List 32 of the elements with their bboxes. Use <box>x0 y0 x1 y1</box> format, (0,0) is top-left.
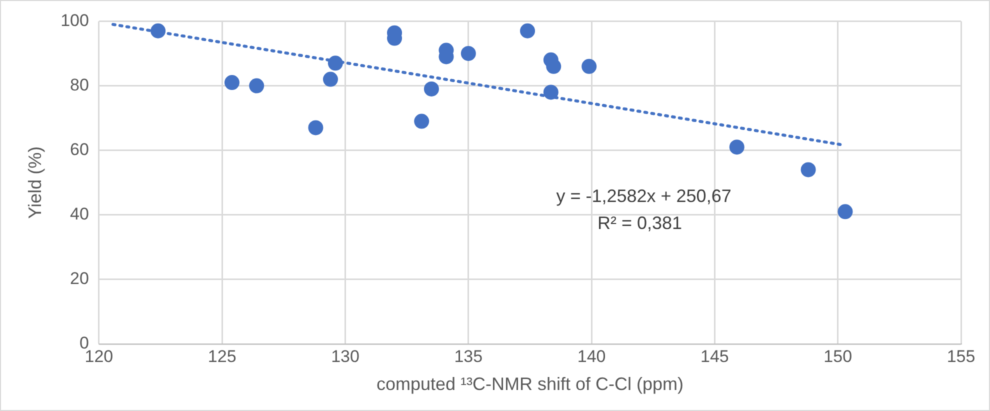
x-tick-label: 125 <box>208 346 236 366</box>
x-tick-label: 130 <box>331 346 360 366</box>
x-tick-label: 145 <box>700 346 729 366</box>
point <box>414 114 430 129</box>
point <box>424 81 439 96</box>
point <box>308 120 324 136</box>
point <box>224 75 240 90</box>
point <box>460 46 476 61</box>
point <box>322 72 338 87</box>
point <box>249 78 264 94</box>
y-axis-title: Yield (%) <box>24 146 45 219</box>
x-tick-label: 155 <box>946 346 976 366</box>
y-tick-label: 60 <box>70 140 89 160</box>
point <box>546 58 562 74</box>
y-tick-label: 40 <box>70 204 89 224</box>
x-tick-label: 140 <box>577 346 606 366</box>
y-tick-label: 80 <box>70 75 89 94</box>
x-tick-label: 150 <box>824 346 852 366</box>
point <box>838 204 853 220</box>
point <box>150 23 166 38</box>
point <box>520 23 536 38</box>
x-axis-title: computed ¹³C-NMR shift of C-Cl (ppm) <box>376 374 684 394</box>
point <box>582 58 597 74</box>
y-tick-label: 20 <box>70 269 89 288</box>
y-tick-label: 100 <box>60 10 89 30</box>
annotation: R² = 0,381 <box>597 213 682 234</box>
annotation: y = -1,2582x + 250,67 <box>556 186 732 206</box>
x-tick-label: 135 <box>454 346 483 366</box>
point <box>543 84 558 100</box>
point <box>800 162 816 178</box>
point <box>729 140 744 155</box>
point <box>328 56 343 71</box>
